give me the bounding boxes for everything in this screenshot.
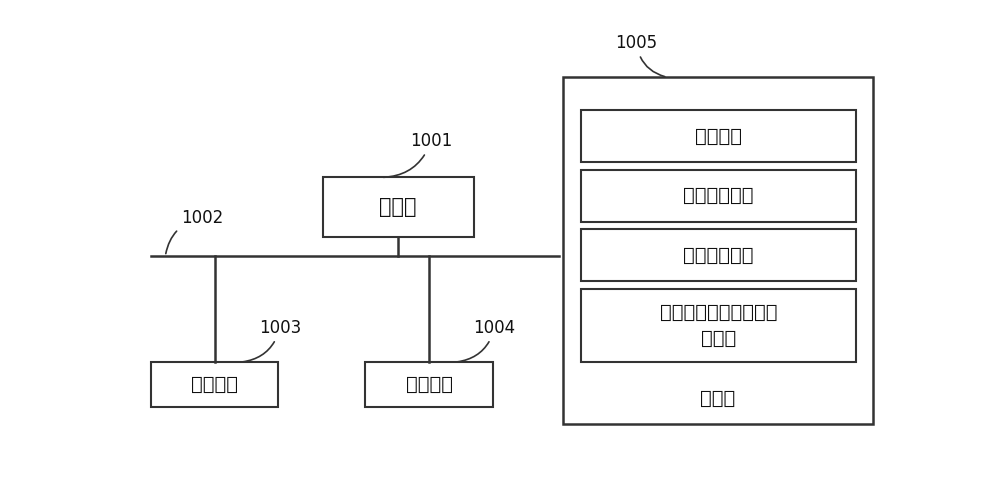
Text: 泊车工况下的航向角计
算程序: 泊车工况下的航向角计 算程序	[660, 303, 777, 348]
Text: 用户接口: 用户接口	[191, 375, 238, 394]
Text: 存储器: 存储器	[700, 390, 735, 408]
Text: 1005: 1005	[615, 34, 665, 76]
FancyBboxPatch shape	[151, 362, 278, 406]
FancyBboxPatch shape	[581, 110, 856, 162]
Text: 1003: 1003	[242, 318, 301, 362]
FancyBboxPatch shape	[581, 170, 856, 222]
FancyBboxPatch shape	[563, 78, 873, 424]
FancyBboxPatch shape	[365, 362, 493, 406]
FancyBboxPatch shape	[581, 289, 856, 362]
Text: 操作系统: 操作系统	[695, 126, 742, 146]
Text: 1002: 1002	[166, 209, 224, 254]
FancyBboxPatch shape	[323, 178, 474, 237]
Text: 1004: 1004	[457, 318, 516, 362]
Text: 1001: 1001	[384, 132, 452, 178]
Text: 网络接口: 网络接口	[406, 375, 453, 394]
Text: 网络通信模块: 网络通信模块	[683, 186, 754, 205]
Text: 处理器: 处理器	[379, 198, 417, 218]
Text: 用户接口模块: 用户接口模块	[683, 246, 754, 265]
FancyBboxPatch shape	[581, 230, 856, 281]
